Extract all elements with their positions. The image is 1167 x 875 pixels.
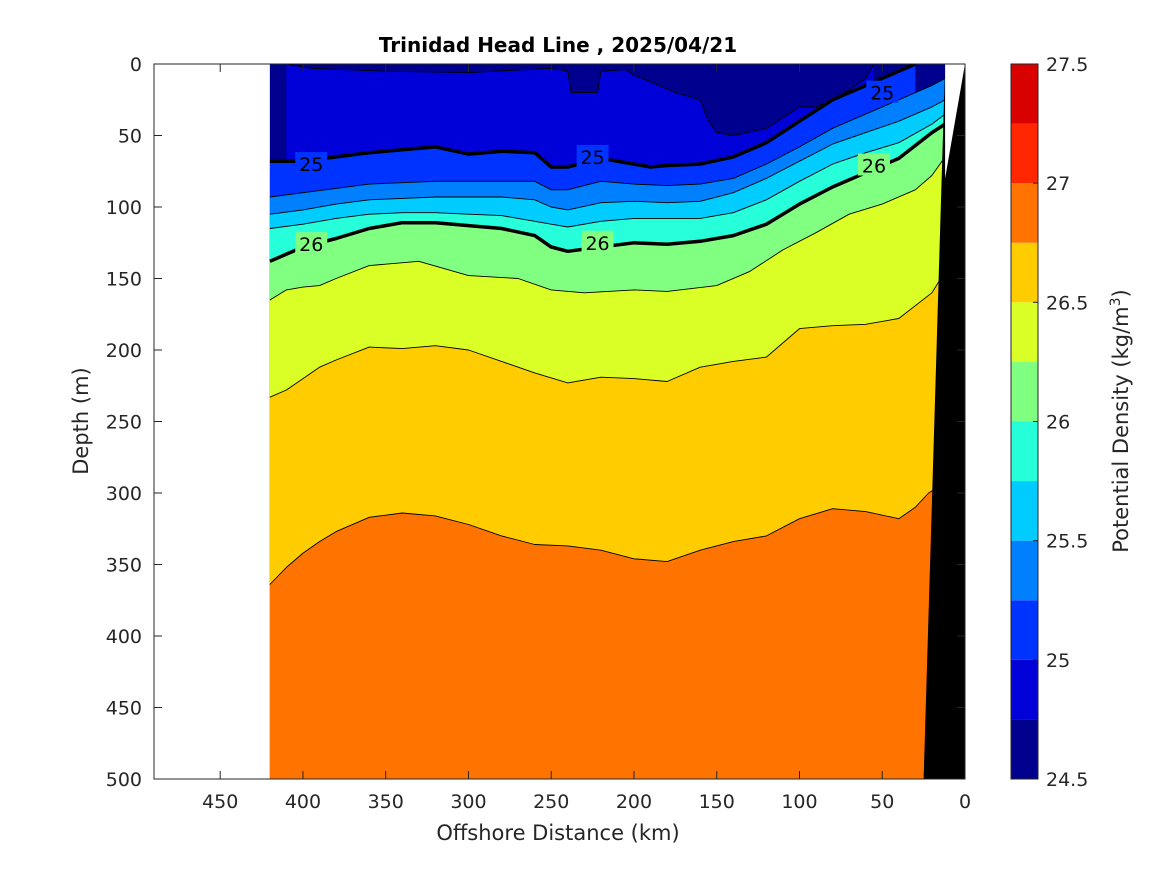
density-band-fill [269,485,941,779]
colorbar-label: Potential Density (kg/m3) [1108,289,1133,553]
colorbar-label-close: ) [1109,289,1133,297]
colorbar-swatch [1011,719,1038,779]
colorbar-tick-label: 26.5 [1046,292,1088,314]
x-tick-label: 250 [533,791,569,813]
x-tick-label: 150 [699,791,735,813]
isopycnal-line [269,113,946,229]
plot-area: 25 25 25 26 26 26 [154,64,965,779]
x-tick-label: 400 [285,791,321,813]
contour-label: 26 [585,233,609,255]
colorbar-tick-label: 24.5 [1046,769,1088,791]
colorbar-swatch [1011,361,1038,422]
y-axis: 0 50 100 150 200 250 300 350 400 450 500 [106,54,965,791]
isopycnal-line [269,271,946,398]
colorbar-swatch [1011,183,1038,243]
colorbar-swatch [1011,123,1038,184]
x-tick-label: 350 [368,791,404,813]
colorbar-swatches [1011,64,1038,779]
x-axis: 450 400 350 300 250 200 150 100 50 0 [202,64,971,813]
contour-label-bg [576,144,609,167]
contour-label-bg [857,153,890,176]
density-fill-layer [269,64,946,779]
contour-label-bg [581,230,614,253]
contour-label-bg [866,80,899,103]
colorbar-tick-label: 25 [1046,650,1070,672]
colorbar-swatch [1011,600,1038,660]
x-tick-label: 450 [202,791,238,813]
y-tick-label: 100 [106,197,142,219]
colorbar-swatch [1011,302,1038,362]
isopycnal-line [269,156,946,301]
contour-label-bg [295,152,328,175]
y-axis-label: Depth (m) [69,367,93,474]
contour-label: 25 [299,154,323,176]
colorbar-swatch [1011,421,1038,482]
colorbar-tick-label: 27.5 [1046,54,1088,76]
chart-title: Trinidad Head Line , 2025/04/21 [379,33,737,57]
x-tick-label: 200 [616,791,652,813]
y-tick-label: 500 [106,769,142,791]
x-axis-label: Offshore Distance (km) [436,821,679,845]
colorbar-swatch [1011,64,1038,124]
colorbar-tick-label: 27 [1046,173,1070,195]
y-tick-label: 300 [106,483,142,505]
colorbar: 24.5 25 25.5 26 26.5 27 27.5 Potential Density… [1010,54,1133,791]
contour-label-layer: 25 25 25 26 26 26 [295,80,899,256]
colorbar-label-superscript: 3 [1108,297,1124,306]
colorbar-tick-label: 26 [1046,412,1070,434]
y-tick-label: 250 [106,412,142,434]
x-tick-label: 100 [781,791,817,813]
colorbar-swatch [1011,242,1038,303]
contour-label: 26 [862,156,886,178]
contour-label: 25 [581,147,605,169]
seafloor-bathymetry [923,64,965,779]
y-tick-label: 450 [106,698,142,720]
nearshore-gap [945,64,965,179]
y-tick-label: 50 [118,126,142,148]
isopycnal-line [269,99,946,215]
colorbar-swatch [1011,540,1038,601]
contour-label: 26 [299,234,323,256]
x-tick-label: 300 [450,791,486,813]
isopycnal-line [269,485,941,585]
contour-label-bg [295,232,328,255]
colorbar-swatch [1011,481,1038,541]
isopycnal-line [269,77,946,198]
y-tick-label: 350 [106,555,142,577]
colorbar-label-base: Potential Density (kg/m [1109,306,1133,552]
y-tick-label: 150 [106,269,142,291]
colorbar-swatch [1011,659,1038,720]
x-tick-label: 0 [959,791,971,813]
y-tick-label: 400 [106,626,142,648]
bathymetry-layer [923,64,965,779]
x-tick-label: 50 [870,791,894,813]
y-tick-label: 0 [130,54,142,76]
colorbar-ticks: 24.5 25 25.5 26 26.5 27 27.5 [1033,54,1088,791]
y-tick-label: 200 [106,340,142,362]
colorbar-tick-label: 25.5 [1046,531,1088,553]
contour-label: 25 [870,83,894,105]
